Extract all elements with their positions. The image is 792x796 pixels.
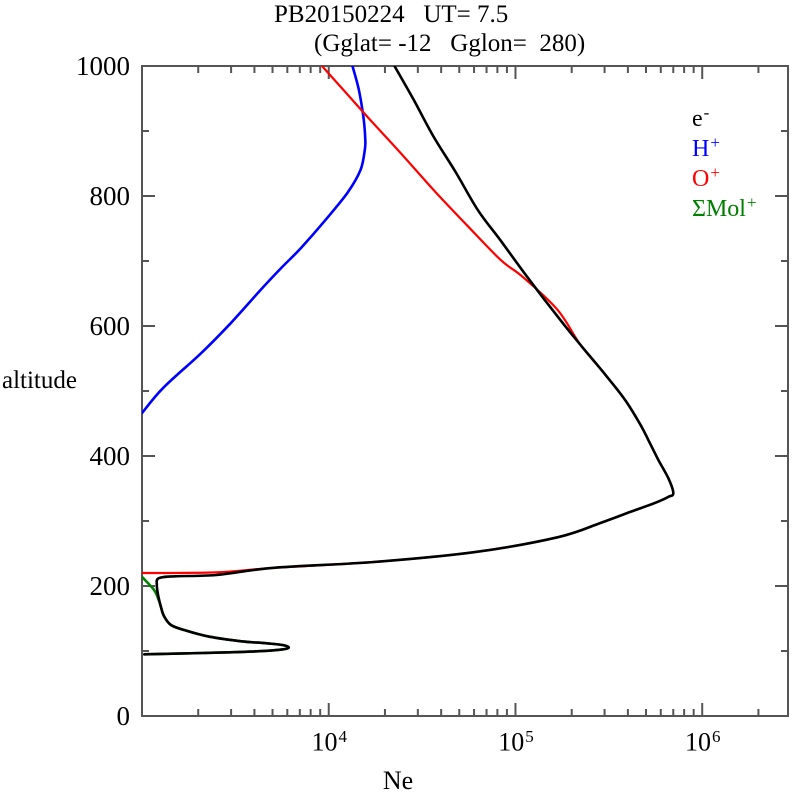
y-tick-label: 600	[89, 311, 131, 341]
y-axis-title: altitude	[2, 367, 77, 394]
x-tick-label: 104	[311, 727, 347, 757]
chart-title: PB20150224 UT= 7.5	[274, 1, 509, 28]
legend-item-molecular-ions: ΣMol+	[692, 193, 757, 222]
y-tick-label: 1000	[76, 51, 130, 81]
x-tick-label: 106	[684, 727, 721, 757]
x-tick-label: 105	[498, 727, 534, 757]
y-tick-label: 0	[116, 701, 131, 731]
x-axis-title: Ne	[382, 766, 414, 795]
y-tick-label: 800	[89, 181, 131, 211]
y-tick-label: 200	[89, 571, 131, 601]
y-tick-label: 400	[89, 441, 131, 471]
series-O+	[142, 66, 675, 575]
legend-item-O+: O+	[692, 163, 720, 192]
legend-item-H+: H+	[692, 133, 720, 162]
series-H+	[142, 66, 367, 415]
series-electrons	[143, 66, 675, 656]
legend-item-electrons: e-	[692, 103, 710, 132]
chart-subtitle: (Gglat= -12 Gglon= 280)	[314, 30, 586, 57]
